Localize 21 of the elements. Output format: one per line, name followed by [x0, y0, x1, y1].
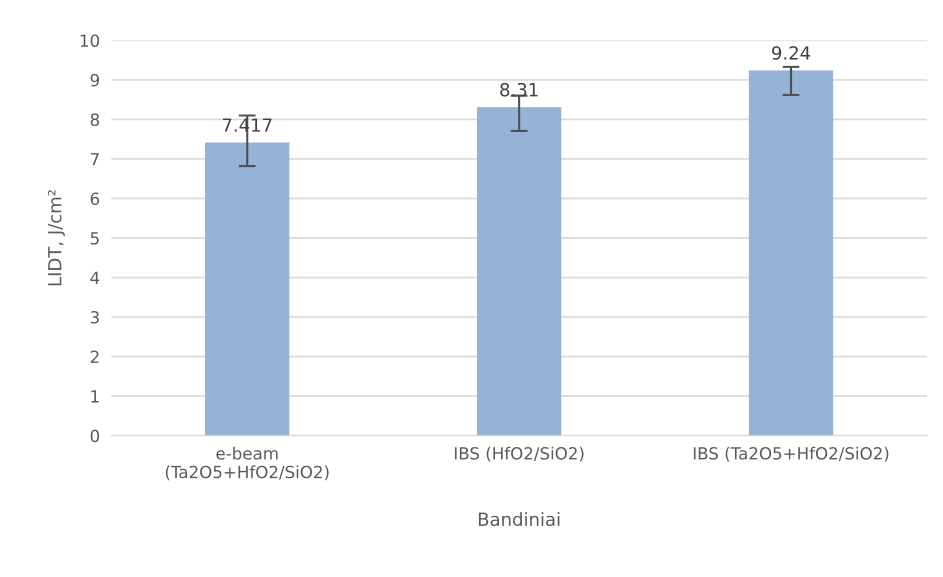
x-axis-title: Bandiniai: [478, 512, 560, 526]
bar: [205, 142, 290, 436]
data-label: 9.24: [772, 46, 810, 60]
x-tick-label: IBS (Ta2O5+HfO2/SiO2): [694, 446, 888, 462]
y-tick-label: 1: [91, 390, 99, 402]
bar: [748, 70, 834, 436]
x-tick-label: IBS (HfO2/SiO2): [454, 446, 584, 462]
y-tick-label: 0: [90, 430, 100, 442]
y-tick-label: 6: [90, 192, 100, 206]
y-tick-label: 9: [90, 74, 99, 86]
y-tick-label: 4: [90, 272, 100, 284]
bar: [476, 107, 562, 436]
y-tick-label: 3: [90, 311, 99, 324]
x-tick-label: e-beam (Ta2O5+HfO2/SiO2): [166, 446, 329, 480]
y-tick-label: 2: [90, 350, 98, 363]
y-tick-label: 5: [90, 232, 99, 245]
data-label: 8.31: [500, 82, 538, 97]
y-tick-label: 10: [80, 34, 100, 47]
y-tick-label: 7: [90, 153, 99, 166]
y-tick-label: 8: [90, 113, 100, 126]
y-axis-title: LIDT, J/cm²: [48, 190, 65, 286]
